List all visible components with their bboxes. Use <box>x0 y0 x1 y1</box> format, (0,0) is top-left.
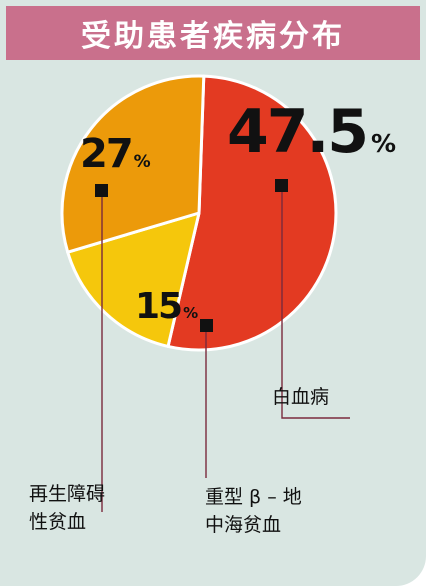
pie-slice-leukemia <box>166 74 338 352</box>
value-label-leukemia: 47.5% <box>227 97 396 167</box>
marker-square-leukemia <box>275 179 288 192</box>
chart-title: 受助患者疾病分布 <box>81 19 345 54</box>
pie-slices <box>60 74 338 352</box>
marker-square-thalassemia <box>200 319 213 332</box>
category-label-thalassemia-line2: 中海贫血 <box>205 514 281 536</box>
pie-slice-aplastic-anemia <box>60 74 206 254</box>
category-label-aplastic-anemia-line1: 再生障碍 <box>29 483 105 505</box>
category-label-thalassemia-line1: 重型 β – 地 <box>205 486 302 508</box>
marker-square-aplastic-anemia <box>95 184 108 197</box>
pie-slice-thalassemia <box>66 211 201 348</box>
title-bar: 受助患者疾病分布 <box>6 6 420 60</box>
leader-line-leukemia <box>281 189 350 419</box>
category-label-aplastic-anemia-line2: 性贫血 <box>29 511 86 533</box>
leader-lines <box>95 179 350 512</box>
category-label-leukemia-line1: 白血病 <box>272 386 329 408</box>
